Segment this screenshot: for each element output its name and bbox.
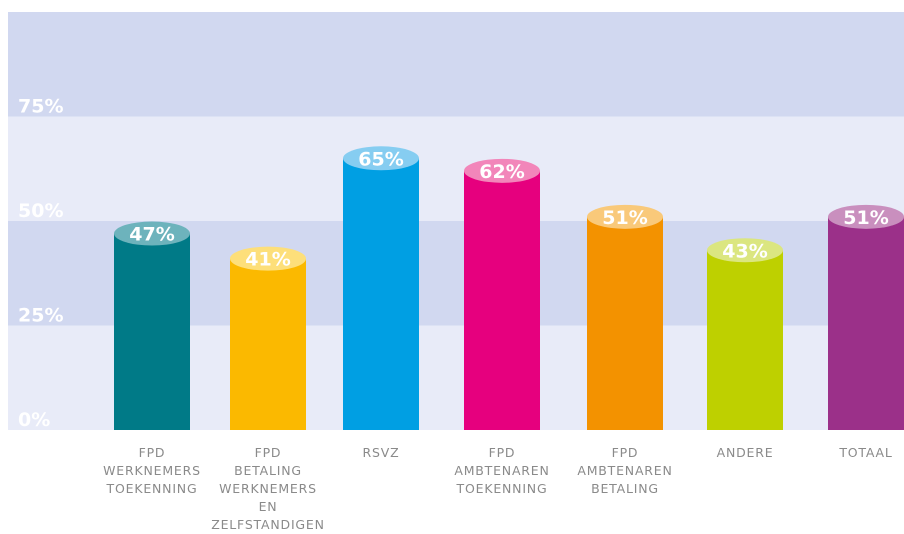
bar-top bbox=[114, 221, 190, 246]
data-label: 51% bbox=[602, 207, 647, 229]
data-label: 51% bbox=[843, 207, 888, 229]
bar bbox=[587, 216, 663, 430]
x-tick-label: TOTAAL bbox=[839, 445, 893, 460]
x-tick-label: FPD AMBTENAREN TOEKENNING bbox=[454, 445, 550, 496]
data-label: 41% bbox=[245, 249, 290, 271]
data-label: 65% bbox=[358, 148, 403, 170]
data-label: 47% bbox=[129, 224, 174, 246]
data-label: 62% bbox=[479, 161, 524, 183]
bar bbox=[114, 233, 190, 430]
bar-top bbox=[464, 158, 540, 183]
bar-top bbox=[587, 204, 663, 229]
x-tick-label: FPD BETALING WERKNEMERS EN ZELFSTANDIGEN bbox=[211, 445, 325, 532]
bar bbox=[464, 170, 540, 430]
y-tick-label: 25% bbox=[18, 305, 63, 327]
bar bbox=[230, 258, 306, 430]
bar bbox=[343, 158, 419, 431]
x-tick-label: FPD AMBTENAREN BETALING bbox=[577, 445, 673, 496]
bar-top bbox=[828, 204, 904, 229]
bar-top bbox=[707, 238, 783, 263]
bar-top bbox=[230, 246, 306, 271]
chart: 0% 25% 50% 75% 100% 47% 41% 65% 62% 51% 43% 51% FPD… bbox=[8, 0, 904, 532]
chart-svg: 0% 25% 50% 75% 100% 47% 41% 65% 62% 51% 43% 51% bbox=[8, 0, 904, 431]
y-tick-label: 0% bbox=[18, 409, 50, 431]
data-label: 43% bbox=[722, 240, 767, 262]
bar-top bbox=[343, 146, 419, 171]
bar bbox=[828, 216, 904, 430]
x-tick-label: RSVZ bbox=[362, 445, 400, 460]
y-tick-label: 100% bbox=[18, 0, 77, 13]
y-tick-label: 75% bbox=[18, 96, 63, 118]
y-tick-label: 50% bbox=[18, 200, 63, 222]
x-tick-label: ANDERE bbox=[716, 445, 774, 460]
x-tick-label: FPD WERKNEMERS TOEKENNING bbox=[103, 445, 201, 496]
background-band bbox=[8, 12, 904, 117]
bar bbox=[707, 250, 783, 430]
background-band bbox=[8, 116, 904, 221]
